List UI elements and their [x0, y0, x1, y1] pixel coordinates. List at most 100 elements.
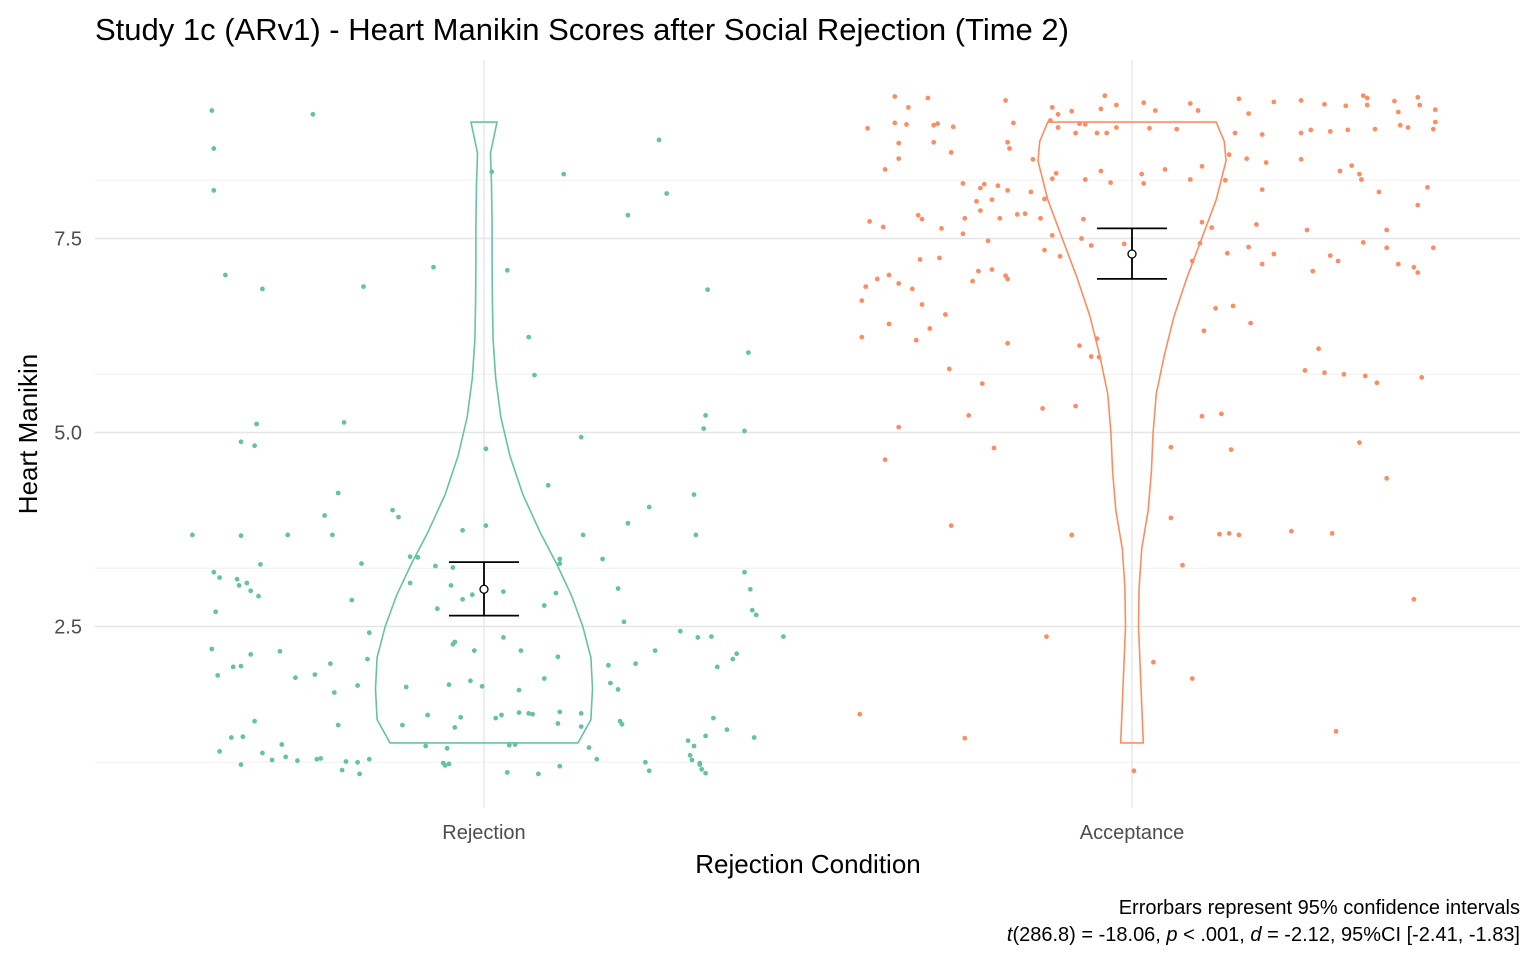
point-rejection	[283, 754, 289, 760]
point-acceptance	[1073, 130, 1078, 136]
point-rejection	[452, 725, 458, 730]
point-acceptance	[1244, 156, 1250, 162]
point-acceptance	[981, 181, 987, 187]
x-tick-label-rejection: Rejection	[442, 822, 525, 844]
point-acceptance	[1415, 270, 1421, 275]
point-rejection	[252, 443, 257, 449]
point-rejection	[458, 714, 464, 720]
point-acceptance	[1094, 130, 1100, 136]
point-acceptance	[896, 424, 902, 430]
point-rejection	[742, 428, 747, 434]
point-rejection	[516, 687, 522, 693]
point-acceptance	[1322, 101, 1327, 107]
point-rejection	[751, 735, 757, 740]
point-acceptance	[1055, 125, 1061, 130]
point-acceptance	[909, 286, 915, 292]
point-rejection	[359, 561, 364, 566]
point-acceptance	[1230, 303, 1236, 309]
point-acceptance	[950, 124, 956, 130]
error-bars	[449, 227, 1167, 617]
point-acceptance	[886, 321, 892, 327]
point-acceptance	[1055, 111, 1061, 117]
point-acceptance	[1199, 219, 1205, 225]
point-acceptance	[874, 276, 880, 282]
point-rejection	[415, 555, 421, 560]
point-rejection	[501, 635, 506, 640]
point-acceptance	[979, 381, 985, 386]
point-acceptance	[1217, 531, 1222, 537]
point-acceptance	[925, 95, 931, 101]
point-rejection	[578, 711, 584, 716]
x-axis-title: Rejection Condition	[695, 849, 920, 879]
point-rejection	[677, 628, 683, 634]
point-acceptance	[974, 198, 979, 204]
point-acceptance	[1384, 227, 1390, 233]
point-rejection	[248, 652, 254, 657]
point-rejection	[746, 350, 751, 355]
point-acceptance	[989, 267, 995, 272]
point-acceptance	[1271, 251, 1277, 257]
point-acceptance	[1088, 243, 1094, 248]
point-rejection	[471, 648, 477, 653]
point-rejection	[689, 757, 695, 763]
point-acceptance	[970, 278, 975, 284]
point-rejection	[223, 272, 228, 278]
point-acceptance	[1141, 181, 1147, 186]
point-rejection	[606, 662, 611, 668]
point-rejection	[209, 646, 215, 652]
point-acceptance	[1104, 130, 1110, 136]
point-acceptance	[985, 238, 991, 244]
x-tick-label-acceptance: Acceptance	[1080, 822, 1185, 844]
point-rejection	[532, 372, 537, 378]
point-acceptance	[1005, 139, 1010, 145]
point-rejection	[691, 492, 697, 497]
point-rejection	[753, 612, 759, 618]
point-acceptance	[1376, 189, 1382, 195]
point-acceptance	[1108, 180, 1113, 186]
point-acceptance	[896, 156, 902, 162]
point-rejection	[252, 718, 257, 724]
data-points	[190, 93, 1438, 777]
y-tick-label: 5.0	[54, 423, 82, 445]
point-acceptance	[1316, 346, 1321, 352]
point-acceptance	[857, 711, 863, 717]
point-acceptance	[931, 139, 937, 145]
point-rejection	[506, 742, 512, 748]
point-acceptance	[1228, 447, 1234, 452]
point-acceptance	[1224, 250, 1230, 256]
point-rejection	[256, 593, 261, 599]
point-rejection	[211, 569, 217, 575]
point-rejection	[434, 606, 440, 612]
point-acceptance	[1289, 528, 1294, 534]
point-acceptance	[1094, 336, 1100, 341]
point-acceptance	[937, 255, 942, 261]
point-acceptance	[1139, 171, 1145, 177]
point-acceptance	[1364, 102, 1370, 108]
point-rejection	[314, 756, 320, 762]
point-rejection	[407, 554, 413, 560]
point-rejection	[557, 556, 563, 562]
point-acceptance	[904, 122, 909, 127]
y-axis-title: Heart Manikin	[13, 354, 43, 514]
point-rejection	[747, 586, 753, 592]
point-acceptance	[1005, 340, 1010, 346]
y-tick-labels: 2.5 5.0 7.5	[54, 229, 82, 639]
point-rejection	[586, 745, 592, 750]
point-acceptance	[1432, 119, 1438, 125]
point-rejection	[578, 724, 584, 729]
point-rejection	[217, 749, 223, 754]
point-rejection	[479, 683, 485, 689]
point-rejection	[403, 684, 409, 690]
point-acceptance	[1077, 343, 1082, 348]
point-acceptance	[962, 735, 968, 741]
point-acceptance	[1057, 253, 1063, 259]
point-acceptance	[978, 185, 983, 191]
point-rejection	[656, 137, 662, 143]
point-rejection	[357, 771, 362, 777]
point-acceptance	[1114, 125, 1119, 130]
point-rejection	[489, 169, 495, 175]
point-acceptance	[1395, 261, 1401, 267]
point-acceptance	[1226, 152, 1232, 158]
point-acceptance	[943, 312, 948, 317]
point-acceptance	[1226, 531, 1232, 536]
